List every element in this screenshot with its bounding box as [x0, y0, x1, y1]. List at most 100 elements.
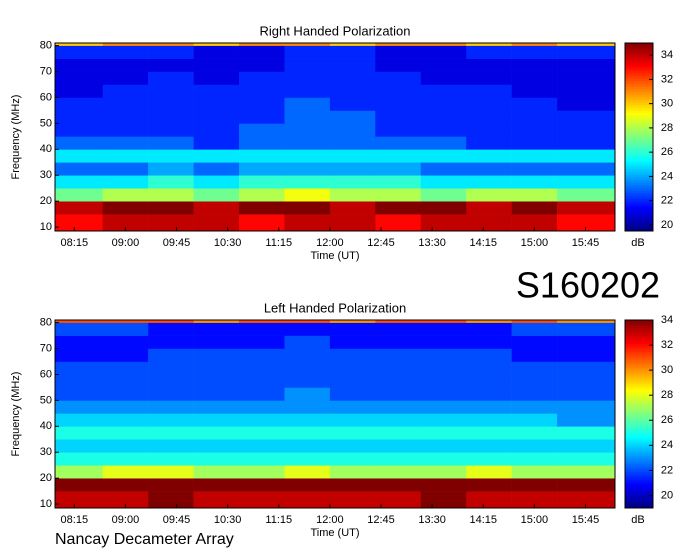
y-tick-label: 10 [40, 221, 52, 233]
colorbar-label: dB [631, 237, 644, 249]
colorbar-segment [625, 113, 653, 116]
colorbar-segment [625, 95, 653, 98]
cell [239, 320, 285, 323]
y-tick-label: 50 [40, 117, 52, 129]
colorbar-segment [625, 376, 653, 379]
cell [148, 58, 194, 72]
cell [375, 175, 422, 189]
colorbar-segment [625, 111, 653, 114]
cell [148, 452, 194, 466]
colorbar-segment [625, 380, 653, 383]
cell [102, 413, 149, 427]
cell [375, 320, 422, 323]
cell [55, 149, 104, 163]
colorbar-segment [625, 89, 653, 92]
colorbar-segment [625, 123, 653, 126]
colorbar-segment [625, 53, 653, 56]
colorbar-segment [625, 448, 653, 451]
colorbar-segment [625, 384, 653, 387]
colorbar-segment [625, 476, 653, 479]
colorbar-segment [625, 332, 653, 335]
cell [193, 413, 240, 427]
cell [55, 374, 104, 388]
cell [55, 58, 104, 72]
colorbar-segment [625, 470, 653, 473]
cell [193, 84, 240, 98]
colorbar-tick-label: 26 [661, 146, 673, 158]
cell [420, 71, 467, 85]
cell [148, 45, 194, 59]
cell [420, 491, 467, 509]
colorbar-segment [625, 438, 653, 441]
cell [557, 43, 616, 46]
colorbar-tick-label: 20 [661, 219, 673, 231]
cell [193, 123, 240, 137]
cell [511, 335, 558, 349]
colorbar-segment [625, 468, 653, 471]
cell [420, 45, 467, 59]
colorbar-segment [625, 61, 653, 64]
cell [284, 110, 331, 124]
y-tick-label: 20 [40, 195, 52, 207]
cell [466, 400, 512, 414]
cell [329, 400, 376, 414]
cell [148, 374, 194, 388]
colorbar-tick-label: 32 [661, 339, 673, 351]
cell [511, 452, 558, 466]
colorbar-segment [625, 115, 653, 118]
colorbar-segment [625, 324, 653, 327]
cell [193, 491, 240, 509]
cell [102, 439, 149, 453]
colorbar-segment [625, 456, 653, 459]
cell [55, 491, 104, 509]
cell [329, 348, 376, 362]
cell [375, 478, 422, 492]
cell [375, 452, 422, 466]
y-tick-label: 80 [40, 316, 52, 328]
cell [375, 43, 422, 46]
cell [329, 322, 376, 336]
cell [148, 149, 194, 163]
cell [420, 374, 467, 388]
x-tick-label: 09:45 [163, 237, 191, 249]
cell [466, 84, 512, 98]
cell [375, 400, 422, 414]
colorbar-segment [625, 430, 653, 433]
cell [55, 361, 104, 375]
colorbar-segment [625, 342, 653, 345]
cell [239, 149, 285, 163]
cell [511, 322, 558, 336]
y-tick-label: 70 [40, 65, 52, 77]
cell [511, 45, 558, 59]
cell [193, 348, 240, 362]
instrument: Nancay Decameter Array [55, 531, 234, 548]
colorbar-segment [625, 133, 653, 136]
colorbar-tick-label: 24 [661, 170, 673, 182]
colorbar-segment [625, 135, 653, 138]
cell [466, 201, 512, 215]
colorbar-tick-label: 28 [661, 122, 673, 134]
cell [557, 322, 616, 336]
cell [193, 335, 240, 349]
colorbar-segment [625, 484, 653, 487]
colorbar-segment [625, 151, 653, 154]
cell [239, 214, 285, 232]
colorbar-segment [625, 143, 653, 146]
colorbar-segment [625, 398, 653, 401]
cell [557, 452, 616, 466]
cell [193, 452, 240, 466]
colorbar-segment [625, 105, 653, 108]
cell [193, 43, 240, 46]
colorbar-segment [625, 326, 653, 329]
colorbar-segment [625, 500, 653, 503]
cell [511, 43, 558, 46]
colorbar-segment [625, 382, 653, 385]
cell [102, 71, 149, 85]
colorbar-segment [625, 77, 653, 80]
cell [511, 201, 558, 215]
colorbar-segment [625, 466, 653, 469]
colorbar-segment [625, 179, 653, 182]
colorbar-segment [625, 488, 653, 491]
colorbar-segment [625, 472, 653, 475]
cell [375, 110, 422, 124]
